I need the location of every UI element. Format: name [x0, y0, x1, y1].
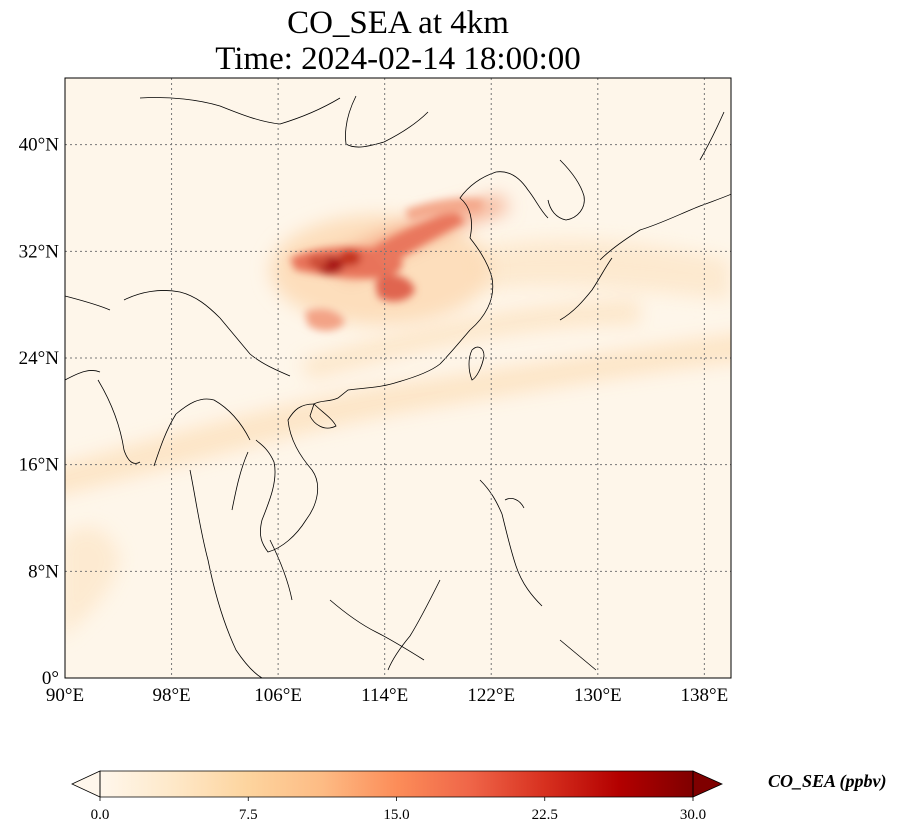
colorbar-extend-min	[71, 770, 101, 798]
lon-tick-label: 98°E	[152, 685, 190, 706]
map-title: CO_SEA at 4km	[287, 5, 509, 41]
colorbar-gradient	[100, 771, 693, 797]
lat-tick-label: 40°N	[19, 135, 60, 156]
lon-tick-label: 130°E	[574, 685, 622, 706]
lon-tick-label: 138°E	[681, 685, 729, 706]
lat-tick-label: 0°	[42, 668, 59, 689]
colorbar: 0.0 7.5 15.0 22.5 30.0	[71, 770, 723, 823]
colorbar-ticks: 0.0 7.5 15.0 22.5 30.0	[91, 797, 706, 823]
latitude-tick-labels: 0° 8°N 16°N 24°N 32°N 40°N	[19, 135, 60, 689]
concentration-field	[65, 78, 731, 678]
colorbar-tick-label: 7.5	[239, 807, 258, 823]
coastlines	[65, 95, 731, 678]
longitude-tick-labels: 90°E 98°E 106°E 114°E 122°E 130°E 138°E	[46, 685, 728, 706]
lat-tick-label: 16°N	[19, 455, 60, 476]
map-frame	[64, 77, 732, 679]
lon-tick-label: 90°E	[46, 685, 84, 706]
lon-tick-label: 122°E	[467, 685, 515, 706]
colorbar-tick-label: 0.0	[91, 807, 110, 823]
colorbar-extend-max	[692, 770, 723, 798]
colorbar-tick-label: 30.0	[680, 807, 706, 823]
gridlines	[65, 78, 731, 678]
lon-tick-label: 106°E	[254, 685, 302, 706]
map-subtitle-time: Time: 2024-02-14 18:00:00	[215, 41, 581, 77]
lat-tick-label: 8°N	[28, 561, 59, 582]
lat-tick-label: 24°N	[19, 348, 60, 369]
colorbar-tick-label: 22.5	[532, 807, 558, 823]
lon-tick-label: 114°E	[361, 685, 408, 706]
lat-tick-label: 32°N	[19, 241, 60, 262]
colorbar-label: CO_SEA (ppbv)	[768, 771, 887, 791]
colorbar-tick-label: 15.0	[383, 807, 409, 823]
